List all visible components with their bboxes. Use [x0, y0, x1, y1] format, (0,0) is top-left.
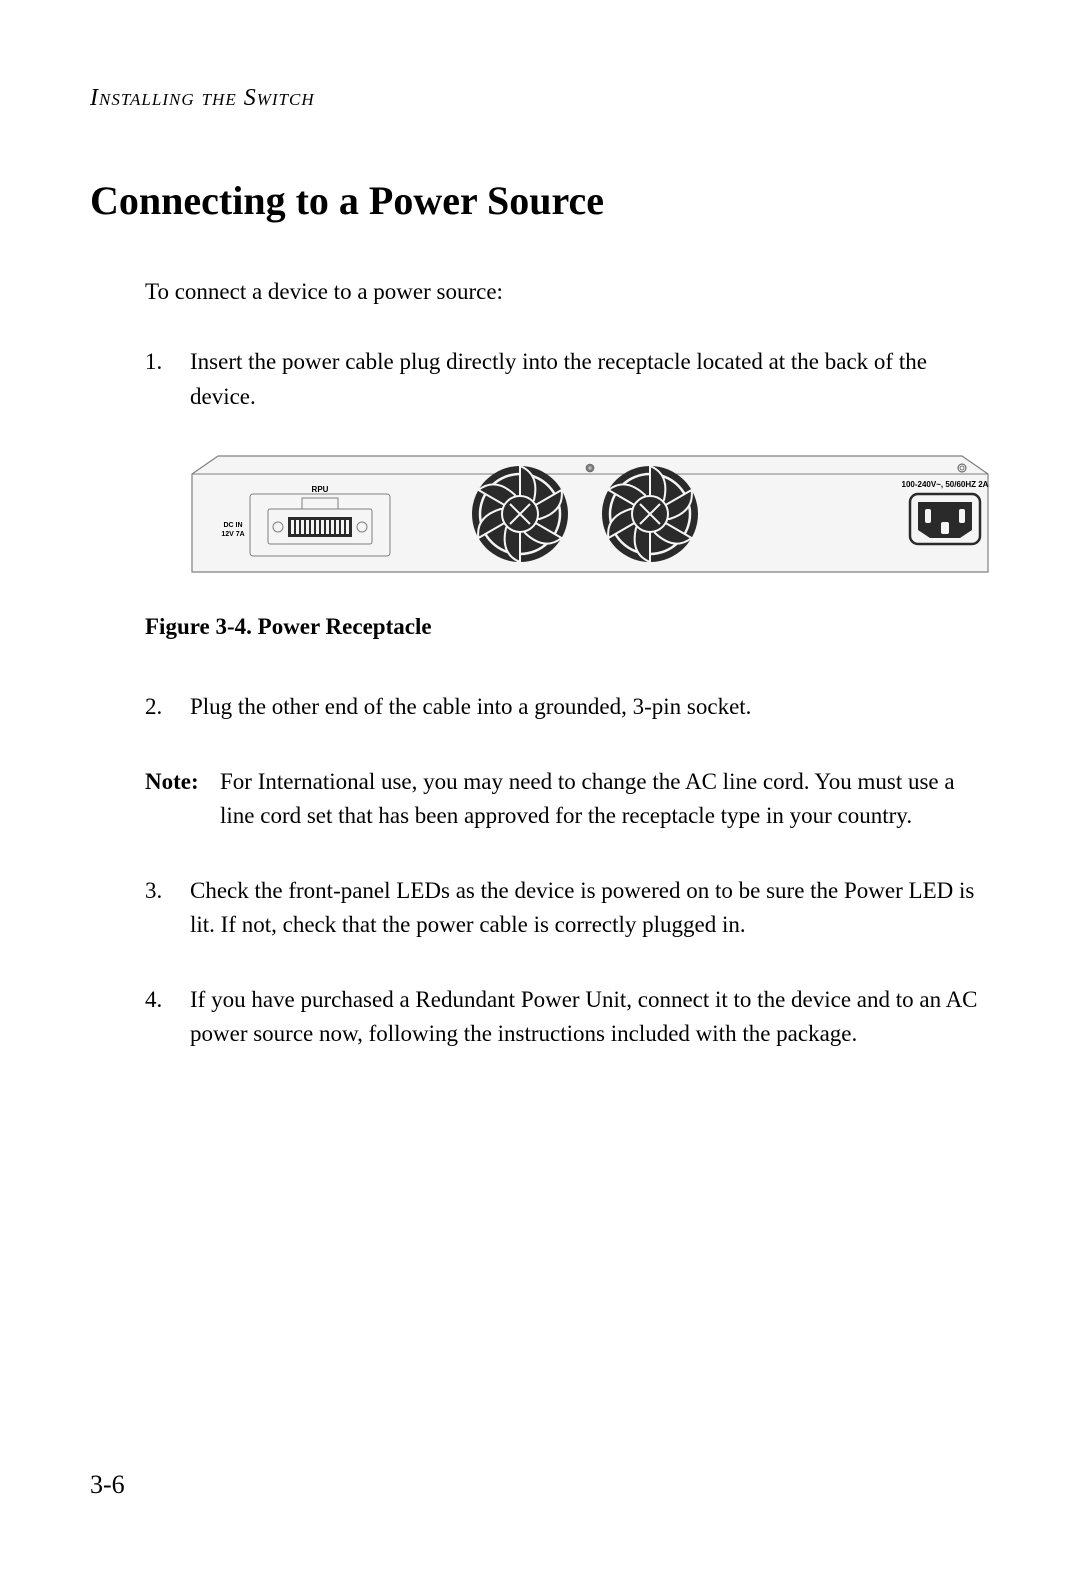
power-receptacle-diagram: RPU DC IN 12V 7A — [190, 454, 990, 574]
power-pin-2 — [959, 509, 965, 523]
note-text: For International use, you may need to c… — [220, 765, 990, 834]
list-item: 3. Check the front-panel LEDs as the dev… — [145, 874, 990, 943]
panel-outline — [192, 456, 988, 572]
list-item-number: 3. — [145, 874, 190, 943]
power-pin-1 — [925, 509, 931, 523]
section-header: Installing the Switch — [90, 85, 990, 112]
page-number: 3-6 — [90, 1470, 125, 1500]
list-item-text: If you have purchased a Redundant Power … — [190, 983, 990, 1052]
note-block: Note: For International use, you may nee… — [145, 765, 990, 834]
dcin-label-2: 12V 7A — [221, 531, 244, 538]
step-list: 1. Insert the power cable plug directly … — [145, 345, 990, 414]
figure-image: RPU DC IN 12V 7A — [190, 454, 990, 579]
rpu-label: RPU — [312, 485, 329, 494]
list-item-number: 4. — [145, 983, 190, 1052]
power-rating-label: 100-240V~, 50/60HZ 2A — [902, 480, 989, 489]
list-item: 4. If you have purchased a Redundant Pow… — [145, 983, 990, 1052]
page-title: Connecting to a Power Source — [90, 177, 990, 224]
power-pin-ground — [941, 522, 949, 534]
list-item-text: Insert the power cable plug directly int… — [190, 345, 990, 414]
note-label: Note: — [145, 765, 220, 834]
list-item-text: Check the front-panel LEDs as the device… — [190, 874, 990, 943]
step-list-continued-2: 3. Check the front-panel LEDs as the dev… — [145, 874, 990, 1052]
list-item: 2. Plug the other end of the cable into … — [145, 690, 990, 725]
step-list-continued: 2. Plug the other end of the cable into … — [145, 690, 990, 725]
list-item-text: Plug the other end of the cable into a g… — [190, 690, 990, 725]
list-item: 1. Insert the power cable plug directly … — [145, 345, 990, 414]
section-header-text: Installing the Switch — [90, 85, 315, 111]
list-item-number: 1. — [145, 345, 190, 414]
intro-text: To connect a device to a power source: — [145, 279, 990, 305]
figure-caption: Figure 3-4. Power Receptacle — [145, 614, 990, 640]
document-page: Installing the Switch Connecting to a Po… — [0, 0, 1080, 1570]
list-item-number: 2. — [145, 690, 190, 725]
dcin-label-1: DC IN — [223, 522, 242, 529]
